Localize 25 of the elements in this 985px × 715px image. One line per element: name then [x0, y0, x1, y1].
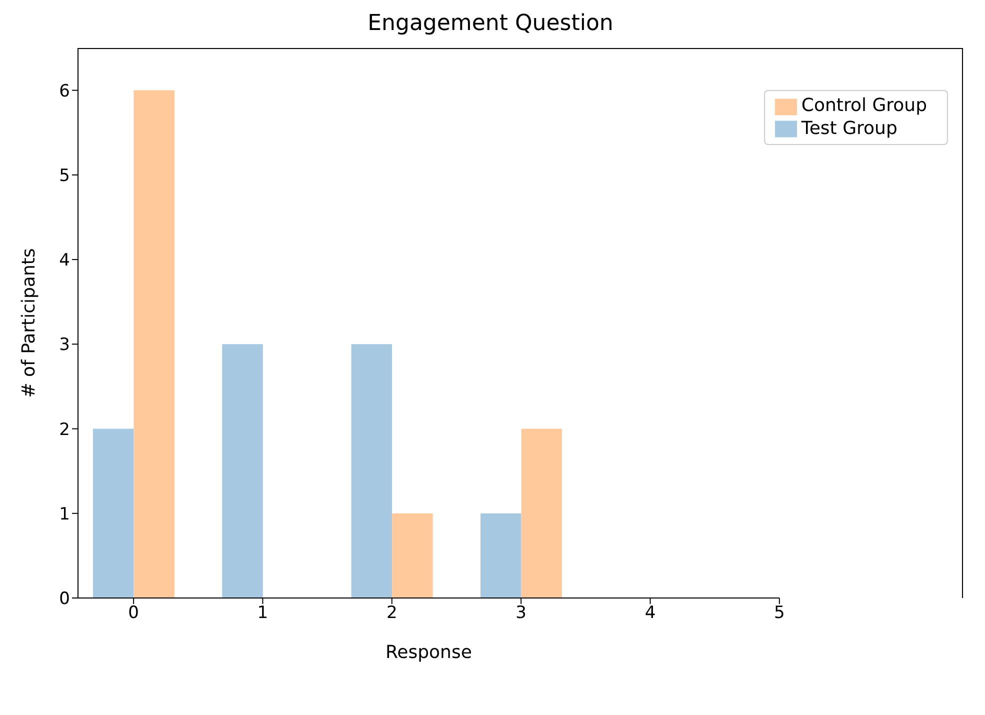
legend-label: Test Group [801, 118, 898, 139]
x-tick-label: 0 [128, 603, 139, 624]
y-axis-title: # of Participants [18, 248, 40, 398]
y-tick-label: 4 [59, 250, 70, 271]
chart-title: Engagement Question [366, 10, 614, 38]
x-tick-label: 4 [644, 603, 656, 624]
x-tick-label: 3 [516, 603, 526, 624]
legend-label: Control Group [801, 95, 927, 116]
bar [92, 428, 134, 598]
x-tick-label: 2 [386, 603, 398, 624]
y-tick-label: 6 [59, 81, 70, 102]
y-tick-label: 5 [59, 166, 70, 186]
bar [521, 428, 562, 598]
x-tick-label: 5 [774, 603, 785, 624]
bar [134, 90, 174, 598]
bar [480, 513, 522, 598]
y-tick-label: 2 [59, 420, 70, 440]
bar [351, 344, 392, 598]
bar [222, 344, 263, 598]
x-axis-title: Response [385, 642, 472, 663]
y-tick-label: 0 [59, 589, 70, 610]
x-tick-label: 1 [257, 603, 268, 624]
y-tick-label: 3 [59, 335, 70, 356]
bar [392, 513, 433, 598]
y-tick-label: 1 [59, 504, 70, 524]
